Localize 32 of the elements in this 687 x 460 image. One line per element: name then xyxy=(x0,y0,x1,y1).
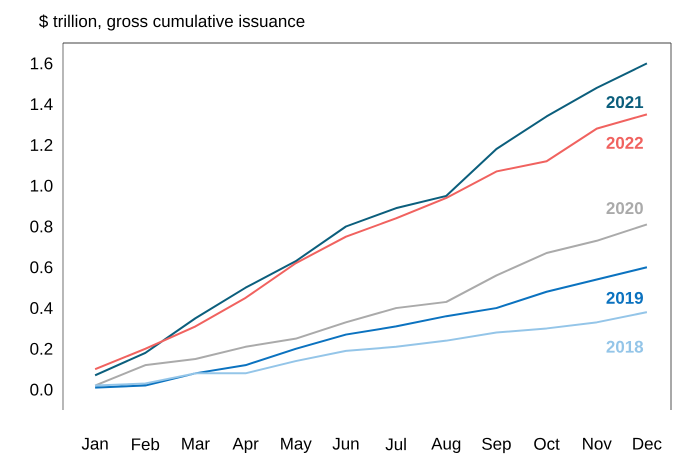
x-tick-label: Jun xyxy=(332,438,358,450)
x-tick-label: Dec xyxy=(633,438,662,450)
line-series xyxy=(94,266,648,389)
series-label: 2021 xyxy=(606,96,644,108)
y-axis-title: $ trillion, gross cumulative issuance xyxy=(39,14,304,31)
x-tick-label: Apr xyxy=(232,438,258,454)
series-label: 2018 xyxy=(606,340,644,353)
line-series xyxy=(94,62,648,376)
line-series xyxy=(94,311,648,387)
x-tick-label: Oct xyxy=(534,438,560,450)
y-tick-label: 0.4 xyxy=(30,302,53,314)
y-tick-label: 1.0 xyxy=(30,180,52,192)
series-label: 2019 xyxy=(606,292,643,304)
y-tick-label: 0.8 xyxy=(30,220,52,232)
x-tick-label: Jan xyxy=(82,438,108,450)
y-tick-label: 1.2 xyxy=(30,139,52,151)
x-tick-label: May xyxy=(281,438,312,454)
x-tick-label: Sep xyxy=(482,438,511,454)
y-tick-label: 0.0 xyxy=(30,384,52,396)
y-tick-label: 1.4 xyxy=(30,98,53,110)
x-tick-label: Jul xyxy=(386,438,406,450)
series-label: 2022 xyxy=(606,136,643,149)
y-tick-label: 1.6 xyxy=(30,57,52,70)
y-tick-label: 0.2 xyxy=(30,342,52,355)
line-series xyxy=(94,113,648,370)
x-tick-label: Feb xyxy=(132,438,160,450)
x-tick-label: Aug xyxy=(431,438,460,454)
x-tick-label: Mar xyxy=(182,438,210,450)
y-tick-label: 0.6 xyxy=(30,261,52,274)
x-tick-label: Nov xyxy=(583,438,612,450)
line-series xyxy=(94,223,648,387)
series-label: 2020 xyxy=(606,202,643,214)
